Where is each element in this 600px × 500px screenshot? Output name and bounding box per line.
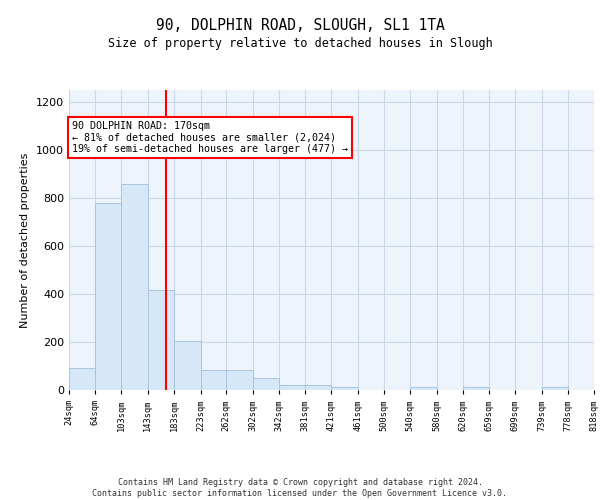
- Bar: [463, 387, 489, 390]
- Bar: [148, 290, 174, 390]
- Bar: [174, 341, 200, 390]
- Bar: [95, 203, 121, 390]
- Text: 90 DOLPHIN ROAD: 170sqm
← 81% of detached houses are smaller (2,024)
19% of semi: 90 DOLPHIN ROAD: 170sqm ← 81% of detache…: [71, 121, 347, 154]
- Bar: [331, 387, 358, 390]
- Bar: [69, 368, 95, 390]
- Text: Size of property relative to detached houses in Slough: Size of property relative to detached ho…: [107, 38, 493, 51]
- Text: Contains HM Land Registry data © Crown copyright and database right 2024.
Contai: Contains HM Land Registry data © Crown c…: [92, 478, 508, 498]
- Bar: [410, 387, 437, 390]
- Text: 90, DOLPHIN ROAD, SLOUGH, SL1 1TA: 90, DOLPHIN ROAD, SLOUGH, SL1 1TA: [155, 18, 445, 32]
- Bar: [542, 387, 568, 390]
- Bar: [226, 370, 253, 390]
- Bar: [200, 370, 226, 390]
- Bar: [305, 385, 331, 390]
- Bar: [253, 378, 279, 390]
- Bar: [279, 385, 305, 390]
- Bar: [121, 184, 148, 390]
- Y-axis label: Number of detached properties: Number of detached properties: [20, 152, 31, 328]
